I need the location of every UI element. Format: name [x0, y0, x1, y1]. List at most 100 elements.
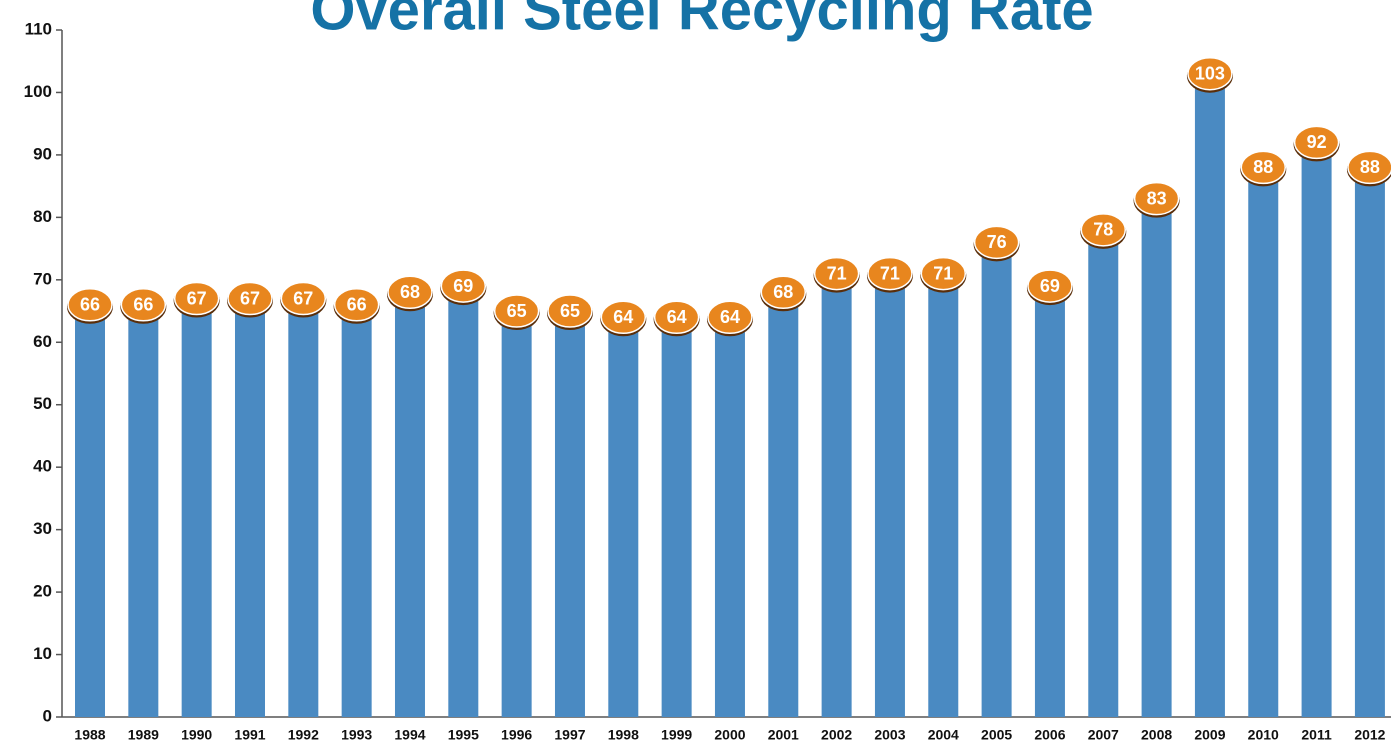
bar — [75, 304, 105, 717]
x-tick-label: 1999 — [661, 727, 692, 743]
x-tick-label: 2000 — [714, 727, 745, 743]
bar — [1194, 73, 1225, 717]
value-label-badge — [440, 269, 487, 303]
x-tick-label: 2012 — [1354, 727, 1385, 743]
value-label-badge — [1133, 181, 1180, 216]
value-label: 69 — [453, 276, 473, 296]
y-tick-label: 60 — [33, 332, 52, 351]
value-label: 68 — [773, 282, 793, 302]
bar — [1248, 167, 1279, 717]
value-label: 67 — [187, 288, 207, 308]
x-tick-label: 2001 — [768, 727, 799, 743]
y-tick-label: 80 — [33, 207, 52, 226]
bar — [1088, 229, 1119, 717]
bar — [394, 292, 425, 717]
x-tick-label: 1996 — [501, 727, 532, 743]
x-tick-label: 1989 — [128, 727, 159, 743]
value-label-badge — [67, 288, 113, 322]
bar — [821, 273, 852, 717]
y-tick-label: 30 — [33, 519, 52, 538]
bar — [661, 317, 692, 717]
value-label: 88 — [1253, 157, 1273, 177]
value-label-badge — [1080, 213, 1127, 247]
x-tick-label: 2006 — [1034, 727, 1065, 743]
value-label: 78 — [1093, 220, 1113, 240]
x-tick-label: 1995 — [448, 727, 479, 743]
y-tick-label: 90 — [33, 144, 52, 163]
y-tick-label: 70 — [33, 269, 52, 288]
value-label-badge — [1027, 269, 1073, 303]
value-label-badge — [653, 300, 700, 335]
bar — [501, 311, 532, 717]
bar — [448, 286, 479, 717]
x-tick-label: 1990 — [181, 727, 212, 743]
value-label-badge — [1293, 125, 1340, 160]
bar — [981, 242, 1012, 717]
value-label-badge — [600, 300, 647, 335]
x-tick-label: 2011 — [1301, 727, 1332, 743]
value-label: 67 — [293, 288, 313, 308]
y-tick-label: 0 — [43, 706, 52, 725]
x-tick-label: 1991 — [234, 727, 265, 743]
bar — [181, 298, 212, 717]
value-label-badge — [1347, 150, 1391, 185]
x-tick-label: 1992 — [288, 727, 319, 743]
value-label: 68 — [400, 282, 420, 302]
value-label: 76 — [987, 232, 1007, 252]
x-tick-label: 2008 — [1141, 727, 1172, 743]
value-label: 69 — [1040, 276, 1060, 296]
y-tick-label: 10 — [33, 644, 52, 663]
x-tick-label: 2003 — [874, 727, 905, 743]
value-label: 64 — [667, 307, 687, 327]
y-tick-label: 50 — [33, 394, 52, 413]
value-label: 71 — [880, 263, 900, 283]
x-tick-label: 1988 — [74, 727, 105, 743]
value-label: 66 — [133, 295, 153, 315]
x-tick-label: 2009 — [1194, 727, 1225, 743]
x-tick-label: 2004 — [928, 727, 959, 743]
bar — [608, 317, 639, 717]
y-tick-label: 110 — [25, 19, 52, 38]
value-label: 64 — [613, 307, 633, 327]
value-label-badge — [227, 281, 273, 316]
x-tick-label: 1998 — [608, 727, 639, 743]
x-tick-label: 2005 — [981, 727, 1012, 743]
value-label: 66 — [347, 295, 367, 315]
value-label-badge — [173, 281, 220, 316]
bar — [928, 273, 959, 717]
x-tick-label: 2002 — [821, 727, 852, 743]
x-tick-label: 1997 — [554, 727, 585, 743]
value-label: 66 — [80, 295, 100, 315]
x-tick-label: 1993 — [341, 727, 372, 743]
value-label: 65 — [507, 301, 527, 321]
value-label-badge — [813, 256, 860, 291]
value-label-badge — [920, 256, 967, 291]
bar — [1301, 142, 1332, 717]
x-tick-label: 1994 — [394, 727, 425, 743]
x-tick-label: 2007 — [1088, 727, 1119, 743]
value-label: 64 — [720, 307, 740, 327]
value-label-badge — [387, 275, 433, 310]
bar — [768, 292, 799, 717]
value-label-badge — [867, 256, 913, 291]
bar — [1034, 286, 1065, 717]
bar — [288, 298, 319, 717]
bar — [554, 311, 585, 717]
value-label-badge — [120, 288, 167, 322]
x-tick-label: 2010 — [1248, 727, 1279, 743]
value-label: 83 — [1147, 188, 1167, 208]
value-label-badge — [707, 300, 753, 335]
y-tick-label: 40 — [33, 457, 52, 476]
chart-title: Overall Steel Recycling Rate — [310, 0, 1093, 42]
value-label: 65 — [560, 301, 580, 321]
bar — [234, 298, 265, 717]
value-label-badge — [280, 281, 327, 316]
bar — [1141, 198, 1172, 718]
value-label-badge — [973, 225, 1020, 260]
bar — [1354, 167, 1385, 717]
value-label: 71 — [933, 263, 953, 283]
value-label-badge — [547, 294, 593, 328]
value-label: 92 — [1307, 132, 1327, 152]
y-tick-label: 20 — [33, 582, 52, 601]
